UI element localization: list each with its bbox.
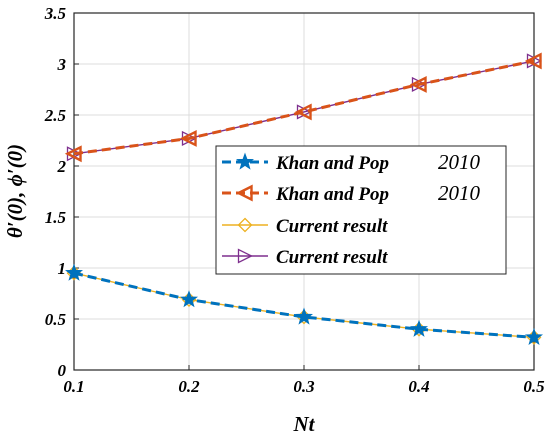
data-point — [524, 327, 544, 346]
y-tick-label: 1 — [58, 259, 67, 278]
legend-marker — [237, 217, 253, 233]
y-tick-label: 3.5 — [44, 4, 67, 23]
y-ticks: 0 0.5 1 1.5 2 2.5 3 3.5 — [44, 4, 79, 380]
data-point — [64, 263, 84, 281]
y-axis-label: θ′(0), ϕ′(0) — [3, 144, 27, 238]
x-tick-label: 0.2 — [178, 377, 200, 396]
legend-box — [215, 145, 507, 275]
y-tick-label: 2.5 — [44, 106, 67, 125]
x-tick-label: 0.3 — [293, 377, 315, 396]
y-tick-label: 0 — [58, 361, 67, 380]
series-line — [73, 271, 535, 339]
data-point — [179, 290, 199, 308]
legend-label-suffix: 2010 — [438, 181, 481, 205]
series-line — [73, 59, 535, 156]
legend: Khan and Pop 2010 Khan and Pop 2010 Current … — [215, 145, 507, 275]
legend-label: Current result — [276, 216, 388, 237]
y-tick-label: 0.5 — [45, 310, 67, 329]
x-tick-label: 0.4 — [408, 377, 429, 396]
legend-marker — [235, 184, 253, 202]
data-point — [179, 130, 197, 147]
legend-marker — [237, 248, 253, 264]
data-point — [524, 52, 542, 70]
x-tick-label: 0.5 — [523, 377, 545, 396]
y-tick-label: 3 — [57, 55, 67, 74]
legend-label: Current result — [276, 247, 388, 268]
data-point — [64, 145, 82, 163]
legend-marker — [235, 152, 255, 170]
legend-label: Khan and Pop — [275, 184, 389, 205]
series-layer — [64, 52, 544, 346]
x-tick-label: 0.1 — [63, 377, 84, 396]
x-ticks: 0.1 0.2 0.3 0.4 0.5 — [63, 365, 545, 396]
legend-label-suffix: 2010 — [438, 150, 481, 174]
data-point — [294, 103, 312, 121]
data-point — [294, 307, 314, 325]
x-axis-label: Nt — [293, 412, 316, 436]
data-point — [409, 319, 429, 337]
y-tick-label: 2 — [57, 157, 67, 176]
y-tick-label: 1.5 — [45, 208, 67, 227]
legend-label: Khan and Pop — [275, 153, 389, 174]
data-point — [409, 75, 427, 93]
